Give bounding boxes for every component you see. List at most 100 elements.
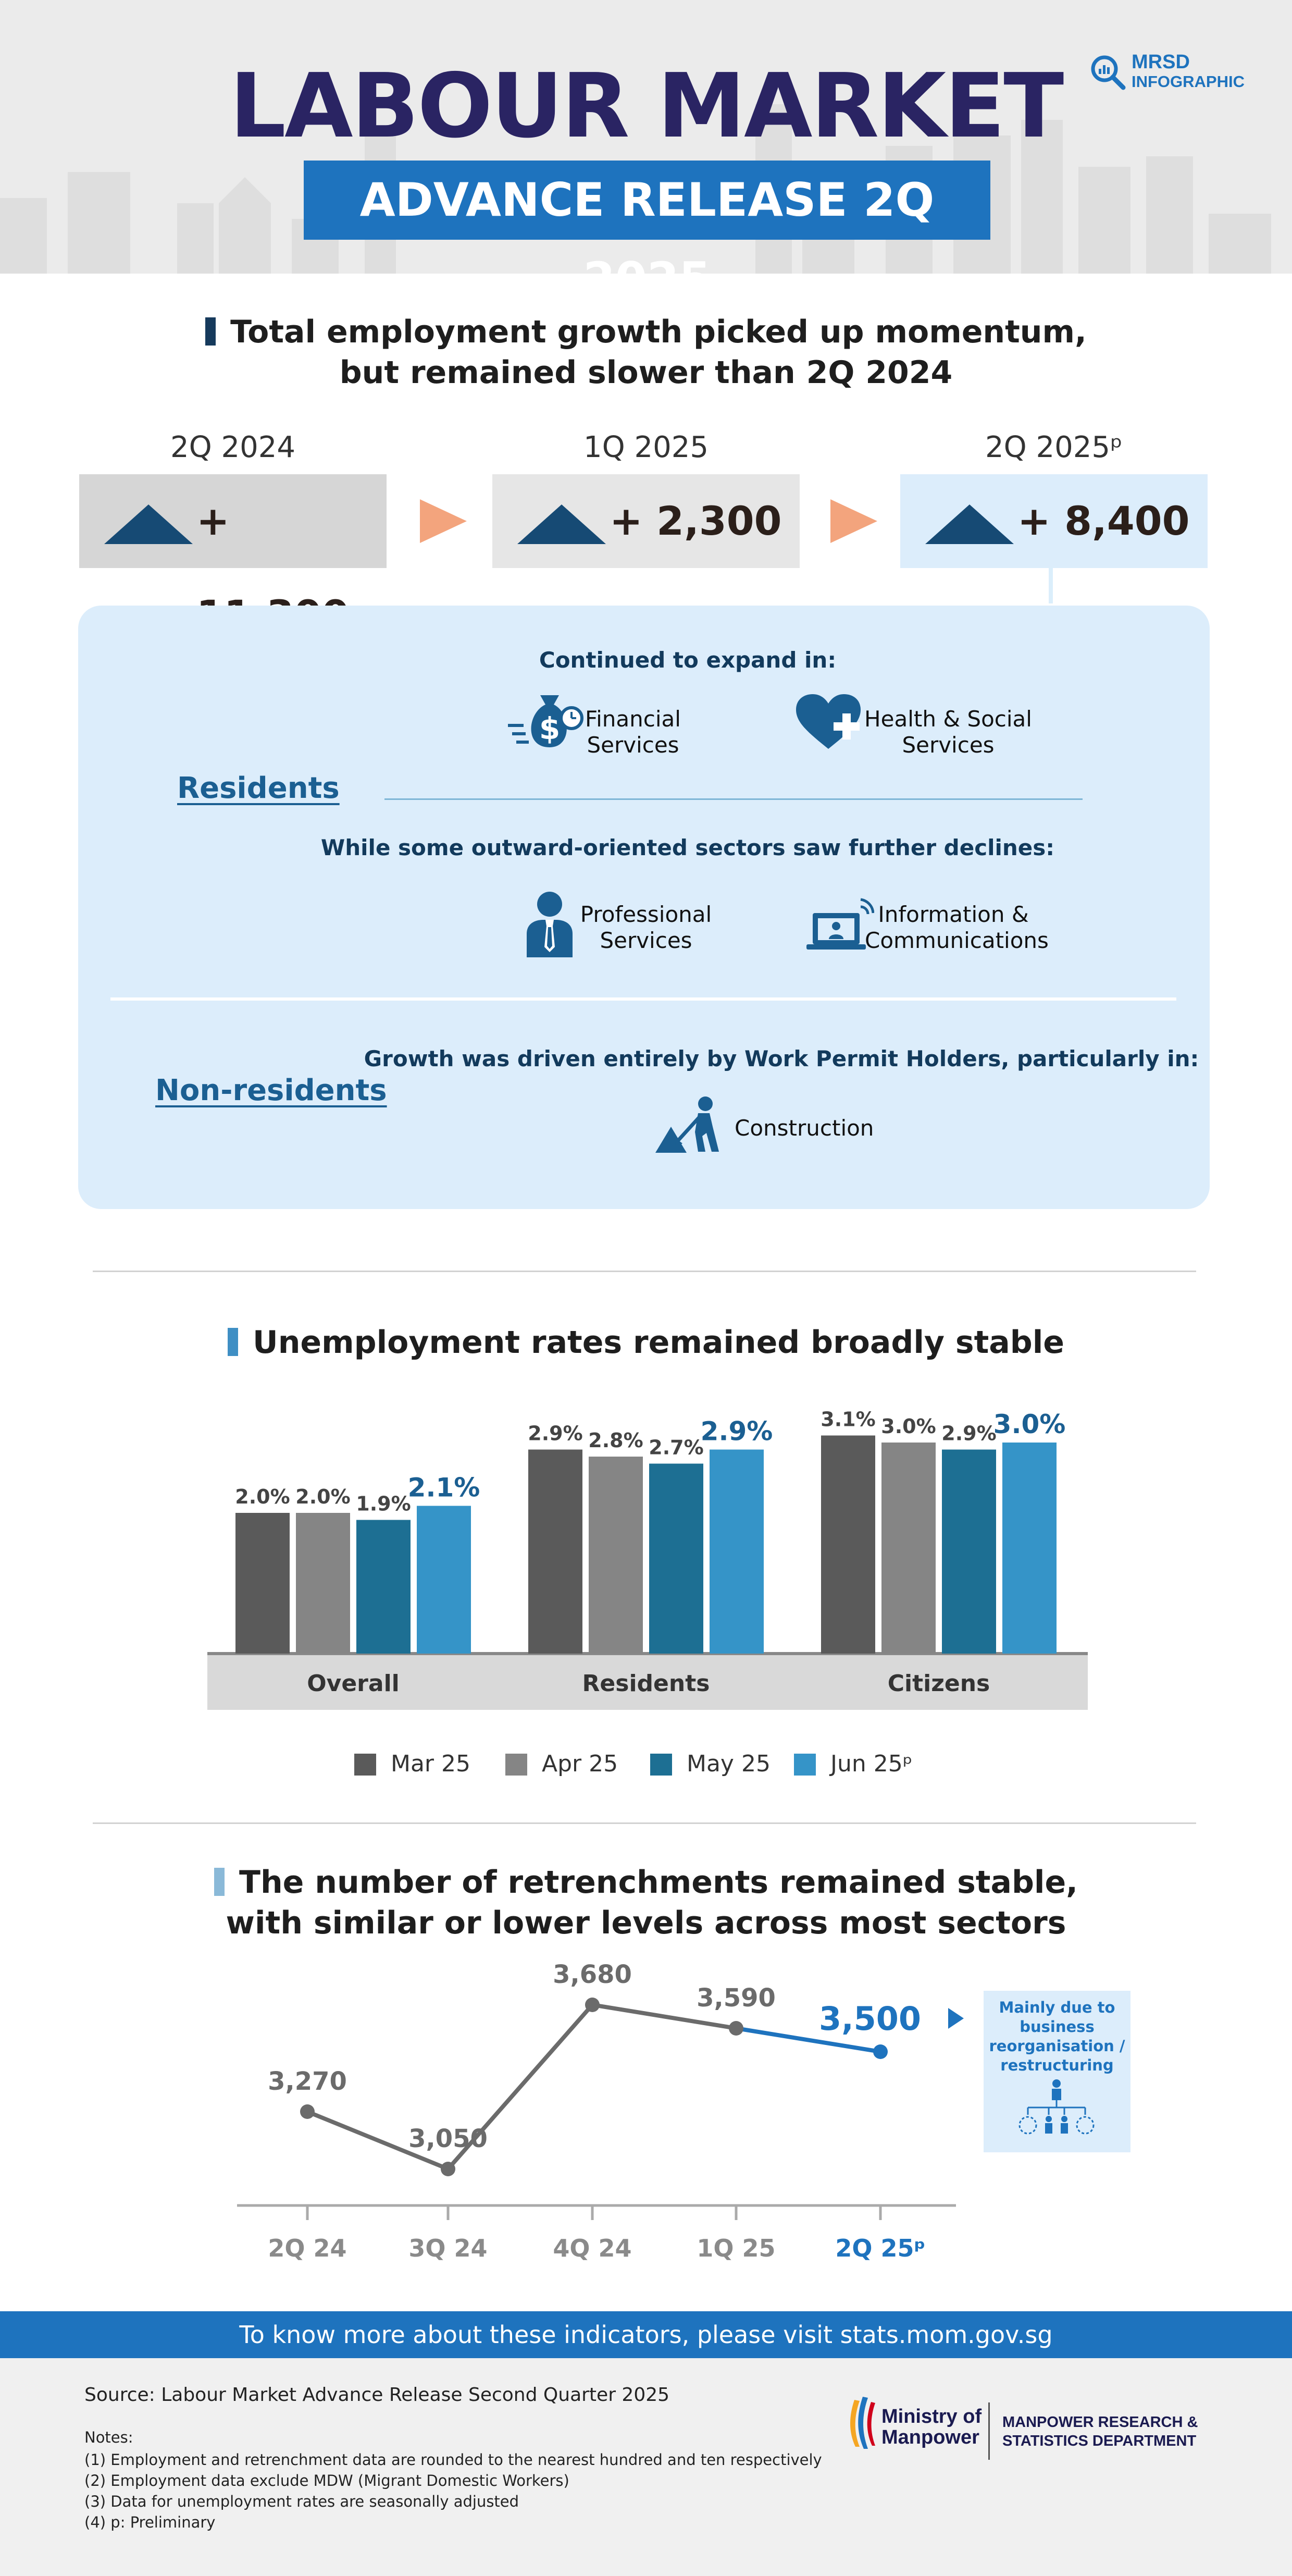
page-title: LABOUR MARKET (229, 55, 1064, 158)
professional-person-icon (527, 892, 573, 957)
logo-separator (988, 2402, 990, 2460)
x-axis-band (207, 1654, 1088, 1710)
legend-label: Mar 25 (391, 1751, 470, 1777)
retrenchment-line-chart: 3,270 2Q 24 3,050 3Q 24 3,680 4Q 24 3,590 1Q 25… (237, 1960, 964, 2262)
bar (589, 1457, 643, 1654)
sector-information-communications: Information & Communications (865, 902, 1049, 954)
bar (528, 1449, 582, 1654)
dept-line1: MANPOWER RESEARCH & (1002, 2414, 1198, 2431)
legend-swatch (650, 1754, 672, 1776)
legend-label: Jun 25ᵖ (830, 1751, 913, 1777)
note-line: business (1020, 2018, 1095, 2036)
sector-details-panel: Residents Continued to expand in: $ Fina… (78, 606, 1210, 1209)
line-value-label: 3,500 (819, 2000, 921, 2038)
bar-value-label: 2.1% (408, 1473, 480, 1503)
residents-label: Residents (177, 771, 340, 805)
bar (942, 1449, 996, 1654)
sector-construction: Construction (735, 1115, 874, 1141)
nonresidents-label: Non-residents (155, 1074, 387, 1107)
up-triangle-icon (104, 504, 193, 544)
bar (1002, 1443, 1057, 1654)
mom-logo-icon (850, 2397, 875, 2449)
line-past-series (306, 2002, 737, 2172)
category-label: Residents (582, 1670, 710, 1697)
source-text: Source: Labour Market Advance Release Se… (84, 2384, 670, 2406)
bar-value-label: 2.0% (295, 1485, 350, 1508)
section-divider (93, 1822, 1196, 1824)
notes-title: Notes: (84, 2429, 133, 2446)
title-bar-marker (205, 317, 216, 346)
note-item: (3) Data for unemployment rates are seas… (84, 2493, 519, 2510)
heart-medical-icon (796, 694, 861, 749)
money-bag-icon: $ (508, 695, 583, 747)
org-chart-icon (1018, 2079, 1095, 2135)
arrow-right-icon (420, 499, 467, 543)
bar (417, 1506, 471, 1654)
footer: Source: Labour Market Advance Release Se… (0, 2358, 1292, 2576)
employment-value: + 8,400 (1017, 498, 1190, 544)
decline-title: While some outward-oriented sectors saw … (320, 835, 1055, 860)
sector-label-line2: Services (600, 928, 692, 953)
nonres-title: Growth was driven entirely by Work Permi… (364, 1046, 1199, 1071)
svg-text:$: $ (539, 711, 560, 746)
x-tick-label: 3Q 24 (408, 2234, 487, 2262)
x-tick-label: 2Q 25ᵖ (835, 2234, 925, 2262)
bar-value-label: 2.7% (649, 1436, 703, 1459)
bar (821, 1435, 875, 1654)
note-item: (1) Employment and retrenchment data are… (84, 2451, 822, 2469)
employment-value: + 2,300 (610, 498, 782, 544)
sector-label-line1: Information & (878, 902, 1029, 927)
bar (649, 1463, 703, 1654)
employment-box-2q2024: + 11,300 (79, 474, 387, 638)
bar-value-label: 2.0% (235, 1485, 290, 1508)
dept-line2: STATISTICS DEPARTMENT (1002, 2433, 1197, 2449)
up-triangle-icon (517, 504, 606, 544)
unemployment-title: Unemployment rates remained broadly stab… (0, 1322, 1292, 1363)
bar (881, 1443, 936, 1654)
pointer-triangle-icon (948, 2008, 964, 2029)
employment-title-line2: but remained slower than 2Q 2024 (339, 354, 953, 391)
bar-value-label: 2.8% (588, 1429, 643, 1452)
note-item: (2) Employment data exclude MDW (Migrant… (84, 2472, 569, 2489)
period-label-2q2024: 2Q 2024 (170, 430, 296, 464)
ministry-of-manpower-name: Ministry of Manpower (881, 2406, 982, 2448)
sector-financial-services: Financial Services (581, 706, 685, 758)
logo-text-mrsd: MRSD (1132, 51, 1190, 73)
ministry-line1: Ministry of (881, 2406, 982, 2427)
note-text: Mainly due to business reorganisation / … (984, 1998, 1130, 2075)
line-value-label: 3,590 (697, 1983, 776, 2013)
line-point (729, 2021, 743, 2036)
employment-title-line1: Total employment growth picked up moment… (230, 314, 1087, 350)
retrenchment-title-line1: The number of retrenchments remained sta… (239, 1864, 1078, 1901)
sector-label-line2: Services (902, 732, 995, 758)
line-latest-segment (736, 2026, 881, 2054)
residents-divider (384, 798, 1083, 800)
ministry-line2: Manpower (881, 2426, 979, 2448)
bar (356, 1520, 411, 1654)
line-value-label: 3,680 (553, 1960, 632, 1989)
line-point (873, 2044, 888, 2059)
period-label-1q2025: 1Q 2025 (583, 430, 709, 464)
period-label-2q2025: 2Q 2025ᵖ (985, 430, 1123, 464)
expand-title: Continued to expand in: (539, 647, 837, 673)
sector-label-line2: Services (587, 732, 679, 758)
bar-value-label: 2.9% (941, 1422, 996, 1445)
category-label: Overall (307, 1670, 399, 1697)
category-label: Citizens (888, 1670, 990, 1697)
visit-website-banner[interactable]: To know more about these indicators, ple… (0, 2311, 1292, 2358)
x-tick-label: 2Q 24 (268, 2234, 346, 2262)
bar (235, 1513, 290, 1654)
employment-box-1q2025: + 2,300 (492, 474, 800, 568)
line-point (441, 2162, 455, 2176)
retrenchment-title: The number of retrenchments remained sta… (0, 1862, 1292, 1943)
bar-value-label: 1.9% (356, 1493, 411, 1515)
mrsd-logo: MRSD INFOGRAPHIC (1090, 52, 1246, 94)
magnifier-chart-icon (1091, 55, 1126, 90)
line-value-label: 3,050 (408, 2124, 488, 2153)
box-connector (1049, 567, 1053, 603)
bar-value-label: 2.9% (701, 1416, 773, 1447)
legend-label: Apr 25 (542, 1751, 618, 1777)
bar-value-label: 3.0% (881, 1415, 936, 1438)
bar-value-label: 2.9% (528, 1422, 582, 1445)
